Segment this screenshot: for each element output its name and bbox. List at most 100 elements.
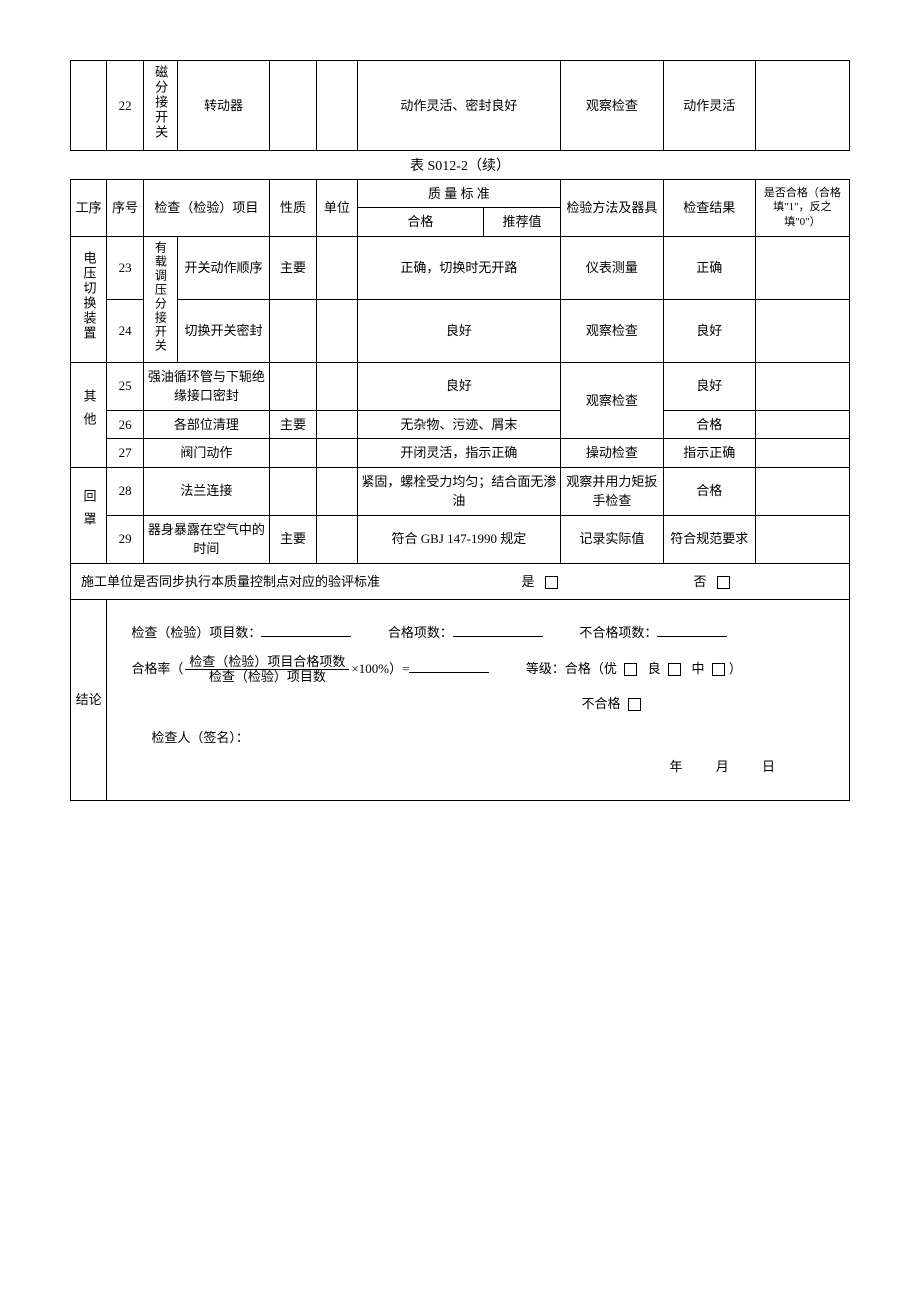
cell-method: 观察并用力矩扳手检查 <box>561 467 664 515</box>
sync-label: 施工单位是否同步执行本质量控制点对应的验评标准 <box>81 574 380 589</box>
cell-unit <box>317 362 358 410</box>
hdr-item: 检查（检验）项目 <box>143 179 269 236</box>
cell-item: 阀门动作 <box>143 439 269 468</box>
cell-pass <box>755 236 849 299</box>
cell-seq: 28 <box>107 467 143 515</box>
cell-quality: 符合 GBJ 147-1990 规定 <box>357 515 560 563</box>
cell-proc <box>71 61 107 151</box>
cell-result: 良好 <box>663 299 755 362</box>
sync-cell: 施工单位是否同步执行本质量控制点对应的验评标准 是 否 <box>71 563 850 600</box>
cell-quality: 无杂物、污迹、屑末 <box>357 410 560 439</box>
cell-result: 动作灵活 <box>663 61 755 151</box>
cell-item: 转动器 <box>177 61 269 151</box>
conclusion-body: 检查（检验）项目数： 合格项数： 不合格项数： 合格率（检查（检验）项目合格项数… <box>107 600 850 801</box>
cell-result: 合格 <box>663 410 755 439</box>
cell-pass <box>755 299 849 362</box>
hdr-seq: 序号 <box>107 179 143 236</box>
cell-result: 指示正确 <box>663 439 755 468</box>
checkbox-icon[interactable] <box>717 576 730 589</box>
cell-unit <box>317 467 358 515</box>
sync-row: 施工单位是否同步执行本质量控制点对应的验评标准 是 否 <box>71 563 850 600</box>
cell-quality: 良好 <box>357 362 560 410</box>
cell-unit <box>317 410 358 439</box>
cell-seq: 25 <box>107 362 143 410</box>
cell-method: 仪表测量 <box>561 236 664 299</box>
hdr-prop: 性质 <box>270 179 317 236</box>
cell-result: 合格 <box>663 467 755 515</box>
cell-item: 器身暴露在空气中的时间 <box>143 515 269 563</box>
group-sub-1: 有载调压分接开关 <box>143 236 177 362</box>
cell-item: 开关动作顺序 <box>177 236 269 299</box>
header-row-1: 工序 序号 检查（检验）项目 性质 单位 质 量 标 准 检验方法及器具 检查结… <box>71 179 850 208</box>
cell-prop: 主要 <box>270 515 317 563</box>
table-caption: 表 S012-2（续） <box>70 151 850 179</box>
cell-item: 各部位清理 <box>143 410 269 439</box>
cell-unit <box>317 299 358 362</box>
cell-seq: 26 <box>107 410 143 439</box>
blank-field[interactable] <box>453 624 543 637</box>
cell-pass <box>755 467 849 515</box>
table-row: 22 磁分接开关 转动器 动作灵活、密封良好 观察检查 动作灵活 <box>71 61 850 151</box>
fraction: 检查（检验）项目合格项数检查（检验）项目数 <box>185 655 349 685</box>
hdr-q1: 合格 <box>357 208 483 237</box>
cell-unit <box>317 439 358 468</box>
checkbox-icon[interactable] <box>712 663 725 676</box>
cell-item: 法兰连接 <box>143 467 269 515</box>
group-proc-1: 电压切换装置 <box>71 236 107 362</box>
table-row: 电压切换装置 23 有载调压分接开关 开关动作顺序 主要 正确，切换时无开路 仪… <box>71 236 850 299</box>
table-row: 29 器身暴露在空气中的时间 主要 符合 GBJ 147-1990 规定 记录实… <box>71 515 850 563</box>
cell-prop <box>270 61 317 151</box>
table-row: 27 阀门动作 开闭灵活，指示正确 操动检查 指示正确 <box>71 439 850 468</box>
cell-prop: 主要 <box>270 410 317 439</box>
cell-pass <box>755 410 849 439</box>
cell-quality: 动作灵活、密封良好 <box>357 61 560 151</box>
cell-result: 符合规范要求 <box>663 515 755 563</box>
cell-prop <box>270 467 317 515</box>
sync-yes: 是 <box>522 574 535 589</box>
hdr-unit: 单位 <box>317 179 358 236</box>
cell-sub: 磁分接开关 <box>143 61 177 151</box>
conclusion-label: 结论 <box>71 600 107 801</box>
cell-seq: 29 <box>107 515 143 563</box>
blank-field[interactable] <box>261 624 351 637</box>
checkbox-icon[interactable] <box>668 663 681 676</box>
hdr-result: 检查结果 <box>663 179 755 236</box>
cell-unit <box>317 61 358 151</box>
cell-pass <box>755 439 849 468</box>
cell-quality: 开闭灵活，指示正确 <box>357 439 560 468</box>
cell-seq: 27 <box>107 439 143 468</box>
blank-field[interactable] <box>409 660 489 673</box>
cell-seq: 23 <box>107 236 143 299</box>
cell-method: 观察检查 <box>561 362 664 439</box>
cell-result: 良好 <box>663 362 755 410</box>
blank-field[interactable] <box>657 624 727 637</box>
table-row: 24 切换开关密封 良好 观察检查 良好 <box>71 299 850 362</box>
cell-result: 正确 <box>663 236 755 299</box>
cell-pass <box>755 362 849 410</box>
cell-prop <box>270 299 317 362</box>
cell-method: 操动检查 <box>561 439 664 468</box>
hdr-method: 检验方法及器具 <box>561 179 664 236</box>
hdr-proc: 工序 <box>71 179 107 236</box>
group-proc-2: 其他 <box>71 362 107 467</box>
hdr-q2: 推荐值 <box>484 208 561 237</box>
checkbox-icon[interactable] <box>628 698 641 711</box>
main-table: 工序 序号 检查（检验）项目 性质 单位 质 量 标 准 检验方法及器具 检查结… <box>70 179 850 802</box>
sync-no: 否 <box>694 574 707 589</box>
hdr-quality: 质 量 标 准 <box>357 179 560 208</box>
cell-prop: 主要 <box>270 236 317 299</box>
table-fragment-top: 22 磁分接开关 转动器 动作灵活、密封良好 观察检查 动作灵活 <box>70 60 850 151</box>
date-line: 年 月 日 <box>121 752 835 782</box>
cell-quality: 正确，切换时无开路 <box>357 236 560 299</box>
cell-unit <box>317 515 358 563</box>
cell-item: 强油循环管与下轭绝缘接口密封 <box>143 362 269 410</box>
cell-seq: 22 <box>107 61 143 151</box>
cell-pass <box>755 515 849 563</box>
checkbox-icon[interactable] <box>545 576 558 589</box>
cell-seq: 24 <box>107 299 143 362</box>
group-proc-3: 回罩 <box>71 467 107 563</box>
hdr-pass: 是否合格（合格填"1"，反之填"0"） <box>755 179 849 236</box>
table-row: 回罩 28 法兰连接 紧固，螺栓受力均匀；结合面无渗油 观察并用力矩扳手检查 合… <box>71 467 850 515</box>
checkbox-icon[interactable] <box>624 663 637 676</box>
cell-pass <box>755 61 849 151</box>
